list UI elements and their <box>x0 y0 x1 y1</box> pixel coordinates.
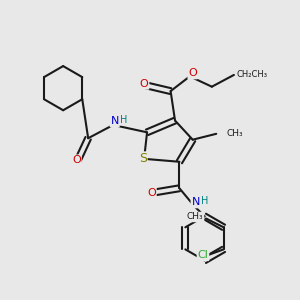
Text: H: H <box>120 115 127 125</box>
Text: S: S <box>139 152 147 165</box>
Text: N: N <box>110 116 119 126</box>
Text: H: H <box>201 196 208 206</box>
Text: O: O <box>147 188 156 198</box>
Text: O: O <box>72 155 81 165</box>
Text: O: O <box>140 79 148 89</box>
Text: CH₃: CH₃ <box>187 212 204 221</box>
Text: CH₃: CH₃ <box>226 129 243 138</box>
Text: O: O <box>188 68 197 78</box>
Text: Cl: Cl <box>197 250 208 260</box>
Text: CH₂CH₃: CH₂CH₃ <box>237 70 268 80</box>
Text: N: N <box>191 197 200 207</box>
